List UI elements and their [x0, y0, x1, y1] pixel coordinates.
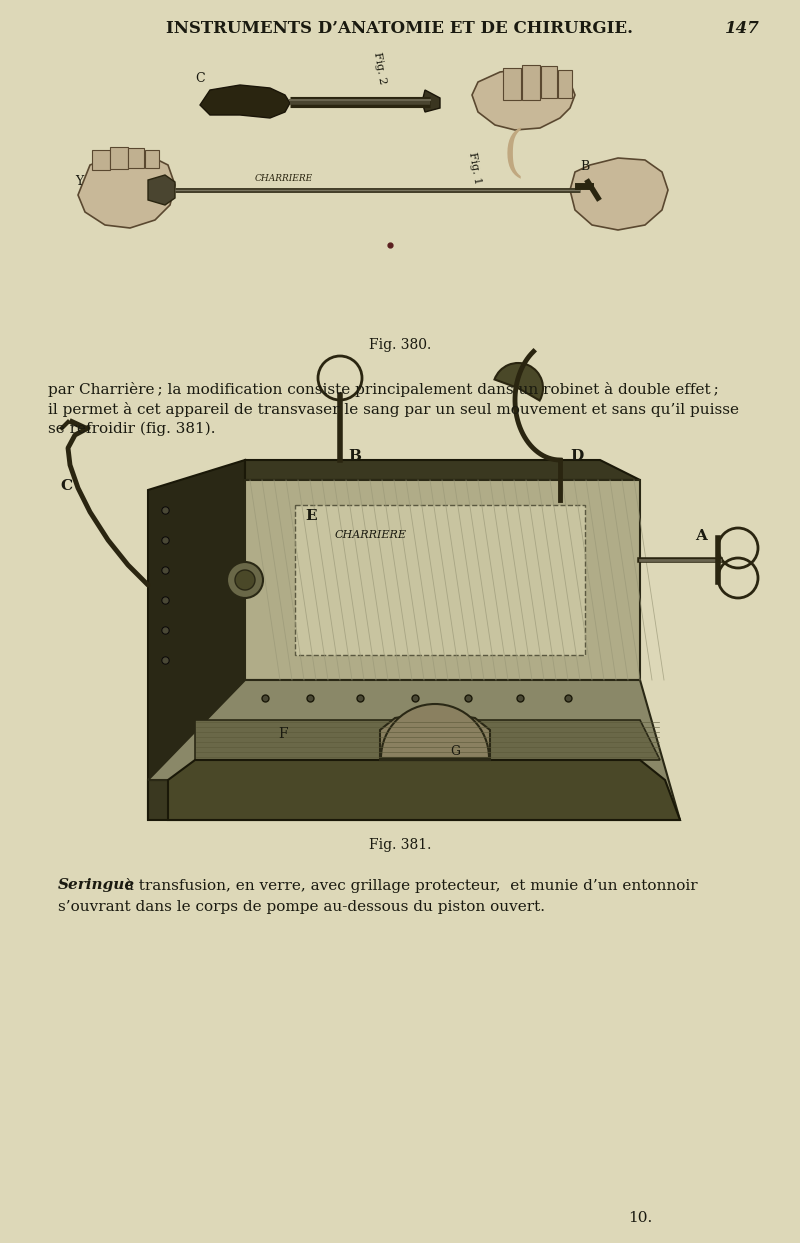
Polygon shape [128, 148, 144, 168]
Polygon shape [541, 66, 557, 98]
Text: B: B [580, 160, 590, 173]
Polygon shape [168, 759, 680, 820]
Text: G: G [450, 745, 460, 758]
Text: C: C [195, 72, 205, 85]
Text: CHARRIERE: CHARRIERE [335, 530, 407, 539]
Text: Fig. 380.: Fig. 380. [369, 338, 431, 352]
Text: 147: 147 [725, 20, 760, 36]
Text: Fig. 381.: Fig. 381. [369, 838, 431, 851]
Text: F: F [278, 727, 288, 741]
Text: à transfusion, en verre, avec grillage protecteur,  et munie d’un entonnoir: à transfusion, en verre, avec grillage p… [120, 878, 698, 892]
Polygon shape [148, 781, 680, 820]
Polygon shape [92, 150, 110, 170]
Polygon shape [145, 150, 159, 168]
Text: INSTRUMENTS D’ANATOMIE ET DE CHIRURGIE.: INSTRUMENTS D’ANATOMIE ET DE CHIRURGIE. [166, 20, 634, 36]
Polygon shape [522, 65, 540, 99]
Text: il permet à cet appareil de transvaser le sang par un seul mouvement et sans qu’: il permet à cet appareil de transvaser l… [48, 401, 739, 416]
Polygon shape [570, 158, 668, 230]
Polygon shape [380, 713, 490, 759]
Circle shape [227, 562, 263, 598]
Polygon shape [195, 720, 660, 759]
Text: se refroidir (fig. 381).: se refroidir (fig. 381). [48, 423, 215, 436]
Circle shape [235, 571, 255, 590]
Text: Y: Y [75, 175, 83, 188]
Polygon shape [200, 85, 290, 118]
Polygon shape [558, 70, 572, 98]
Text: C: C [60, 479, 72, 493]
Text: s’ouvrant dans le corps de pompe au-dessous du piston ouvert.: s’ouvrant dans le corps de pompe au-dess… [58, 900, 545, 914]
Text: Seringue: Seringue [58, 878, 135, 892]
Polygon shape [148, 680, 680, 820]
Polygon shape [245, 480, 640, 680]
Polygon shape [503, 68, 521, 99]
Text: 10.: 10. [628, 1211, 652, 1226]
Bar [295, 505, 585, 655]
Polygon shape [472, 68, 575, 131]
Text: Fig. 2: Fig. 2 [372, 51, 388, 85]
Polygon shape [148, 175, 175, 205]
Text: D: D [570, 449, 583, 462]
Text: par Charrière ; la modification consiste principalement dans un robinet à double: par Charrière ; la modification consiste… [48, 382, 718, 397]
Wedge shape [494, 363, 543, 400]
Text: A: A [695, 530, 707, 543]
Text: CHARRIERE: CHARRIERE [255, 174, 314, 183]
Text: E: E [305, 508, 317, 523]
Text: (: ( [503, 128, 525, 183]
Text: Fig. 1: Fig. 1 [467, 152, 482, 185]
Polygon shape [78, 155, 175, 227]
Polygon shape [245, 460, 640, 480]
Text: B: B [348, 449, 361, 462]
Wedge shape [381, 704, 489, 758]
Polygon shape [148, 460, 245, 820]
Polygon shape [110, 147, 128, 169]
Polygon shape [422, 89, 440, 112]
